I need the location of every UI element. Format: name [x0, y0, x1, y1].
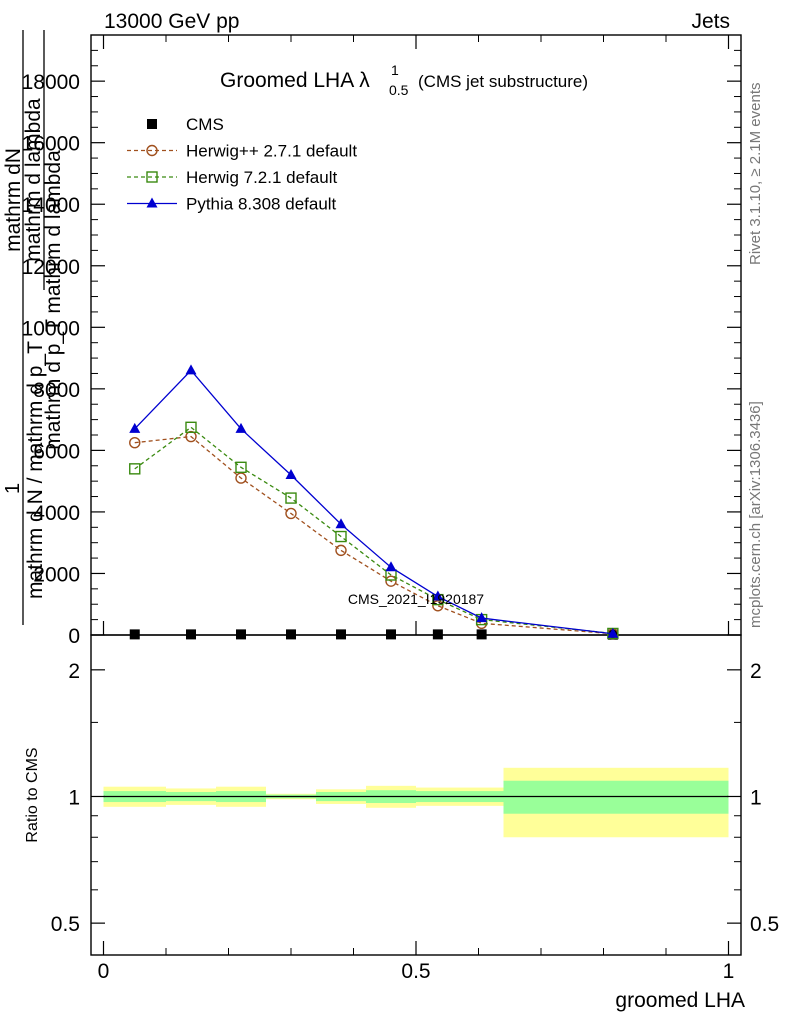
series-pythia — [129, 364, 619, 638]
data-point-herwig-pp — [335, 544, 347, 557]
ylabel-rhs-line1: mathrm d lambda — [22, 98, 45, 262]
plot-title-main: Groomed LHA — [220, 69, 354, 92]
ratio-bands — [103, 767, 729, 838]
data-point-cms — [432, 629, 443, 640]
data-point-cms — [386, 629, 396, 640]
y-tick-label: 10000 — [22, 317, 80, 340]
data-point-herwig7 — [285, 492, 297, 504]
ratio-ylabel: Ratio to CMS — [24, 747, 41, 842]
ylabel-one: 1 — [2, 483, 24, 494]
data-point-herwig-pp — [432, 600, 444, 612]
legend-marker-herwig-pp — [146, 144, 158, 157]
data-point-herwig7 — [129, 463, 141, 475]
legend-marker-cms — [147, 119, 157, 129]
legend-marker-herwig7 — [146, 171, 158, 183]
data-point-cms — [236, 629, 246, 640]
data-point-pythia — [476, 612, 488, 623]
legend-entry-herwig-pp: Herwig++ 2.7.1 default — [127, 142, 357, 161]
header-left: 13000 GeV pp — [104, 10, 239, 33]
data-point-herwig7 — [185, 421, 197, 434]
data-point-herwig7 — [335, 530, 347, 543]
data-point-pythia — [185, 364, 197, 375]
plot-title-lambda: λ — [359, 69, 370, 92]
data-point-pythia — [607, 627, 619, 638]
legend-entry-herwig7: Herwig 7.2.1 default — [127, 168, 337, 187]
legend-label-herwig7: Herwig 7.2.1 default — [186, 168, 337, 187]
main-ylabel: 1 mathrm dN mathrm d N / mathrm d p_T ma… — [2, 30, 65, 625]
y-tick-label: 4000 — [33, 502, 80, 525]
ylabel-rhs-line2: mathrm d p_T mathrm d lambda — [42, 150, 65, 450]
header-right: Jets — [691, 10, 730, 33]
data-point-herwig-pp — [385, 575, 397, 587]
data-point-cms — [186, 629, 196, 640]
data-point-cms — [129, 629, 140, 640]
data-point-herwig-pp — [235, 472, 247, 484]
ratio-y-tick-label-right: 1 — [750, 786, 762, 809]
legend-label-cms: CMS — [186, 115, 224, 134]
x-tick-label: 1 — [723, 960, 735, 983]
data-point-pythia — [385, 561, 397, 572]
y-tick-label: 8000 — [33, 379, 80, 402]
plot-title: Groomed LHA λ 1 0.5 (CMS jet substructure… — [220, 62, 588, 98]
data-point-herwig-pp — [185, 430, 197, 443]
x-tick-label: 0 — [98, 960, 110, 983]
data-point-cms — [336, 629, 346, 640]
analysis-watermark: CMS_2021_I1920187 — [348, 591, 484, 607]
x-axis-label: groomed LHA — [615, 989, 745, 1012]
y-tick-label: 2000 — [33, 563, 80, 586]
ylabel-frac-den: mathrm d N / mathrm d p_T — [24, 341, 47, 599]
ylabel-frac-num: mathrm dN — [2, 148, 25, 252]
data-point-pythia — [129, 422, 141, 433]
ratio-y-tick-label-right: 2 — [750, 660, 762, 683]
data-point-cms — [286, 629, 296, 640]
legend: CMS Herwig++ 2.7.1 default Herwig 7.2.1 de… — [127, 115, 357, 214]
y-tick-label: 18000 — [22, 71, 80, 94]
data-point-herwig7 — [235, 461, 247, 474]
series-layer — [129, 364, 619, 640]
legend-marker-pythia — [146, 197, 158, 208]
y-tick-label: 12000 — [22, 256, 80, 279]
ratio-y-tick-label-left: 1 — [68, 786, 80, 809]
data-point-herwig-pp — [129, 436, 141, 449]
plot-title-paren: (CMS jet substructure) — [418, 72, 588, 91]
data-point-cms — [476, 629, 487, 640]
legend-entry-pythia: Pythia 8.308 default — [127, 195, 337, 214]
rivet-label: Rivet 3.1.10, ≥ 2.1M events — [747, 83, 764, 266]
data-point-pythia — [235, 422, 247, 433]
ratio-y-tick-label-left: 0.5 — [51, 913, 80, 936]
y-tick-label: 6000 — [33, 440, 80, 463]
legend-entry-cms: CMS — [147, 115, 224, 134]
y-tick-label: 14000 — [22, 194, 80, 217]
ratio-band-inner — [503, 780, 729, 814]
data-point-pythia — [285, 469, 297, 479]
data-point-pythia — [432, 590, 444, 601]
x-tick-label: 0.5 — [401, 960, 430, 983]
ratio-y-tick-label-left: 2 — [68, 660, 80, 683]
series-line-herwig7 — [134, 426, 613, 635]
y-tick-label: 16000 — [22, 133, 80, 156]
legend-label-herwig-pp: Herwig++ 2.7.1 default — [186, 142, 357, 161]
series-herwig-pp — [129, 430, 619, 640]
data-point-herwig-pp — [285, 507, 297, 520]
ratio-axes: 0.5 0.5 1 1 2 2 0 0.5 1 — [51, 35, 779, 983]
data-point-pythia — [335, 518, 347, 529]
plot-title-sup: 1 — [391, 62, 399, 78]
plot-title-sub: 0.5 — [389, 82, 409, 98]
mcplots-label: mcplots.cern.ch [arXiv:1306.3436] — [747, 401, 764, 628]
main-axes: 0 2000 4000 6000 8000 10000 12000 14000 16000 180… — [22, 34, 741, 648]
legend-label-pythia: Pythia 8.308 default — [186, 195, 337, 214]
series-line-herwig-pp — [134, 435, 613, 635]
ratio-y-tick-label-right: 0.5 — [750, 913, 779, 936]
y-tick-label: 0 — [68, 625, 80, 648]
